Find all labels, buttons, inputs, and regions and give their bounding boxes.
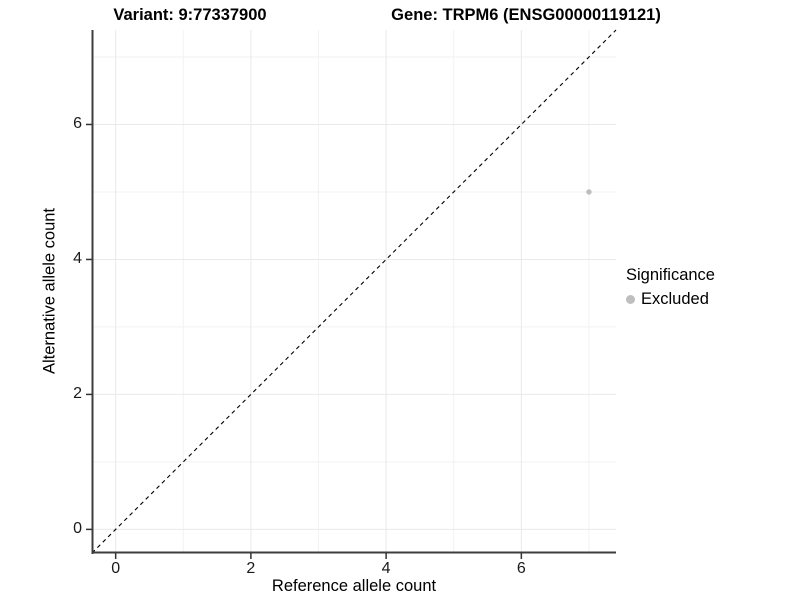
circle-icon <box>626 295 635 304</box>
data-point <box>586 189 592 195</box>
y-tick-label: 6 <box>73 115 82 133</box>
legend-entry-label: Excluded <box>641 290 709 308</box>
plot-area <box>86 29 617 559</box>
y-axis-title: Alternative allele count <box>40 207 59 375</box>
legend-title: Significance <box>626 266 715 284</box>
x-tick-label: 6 <box>516 560 526 577</box>
y-tick-label: 0 <box>73 520 82 538</box>
legend-entry: Excluded <box>626 290 715 309</box>
gene-title: Gene: TRPM6 (ENSG00000119121) <box>391 6 661 24</box>
x-tick-label: 2 <box>246 560 256 577</box>
variant-title: Variant: 9:77337900 <box>113 6 267 24</box>
x-axis-title: Reference allele count <box>271 577 437 595</box>
y-tick-label: 2 <box>73 385 82 403</box>
legend: Significance Excluded <box>626 266 715 309</box>
plot-panel <box>86 29 617 559</box>
identity-reference-line <box>91 29 617 554</box>
y-tick-label: 4 <box>73 250 82 268</box>
x-tick-label: 4 <box>381 560 391 577</box>
x-tick-label: 0 <box>111 560 121 577</box>
